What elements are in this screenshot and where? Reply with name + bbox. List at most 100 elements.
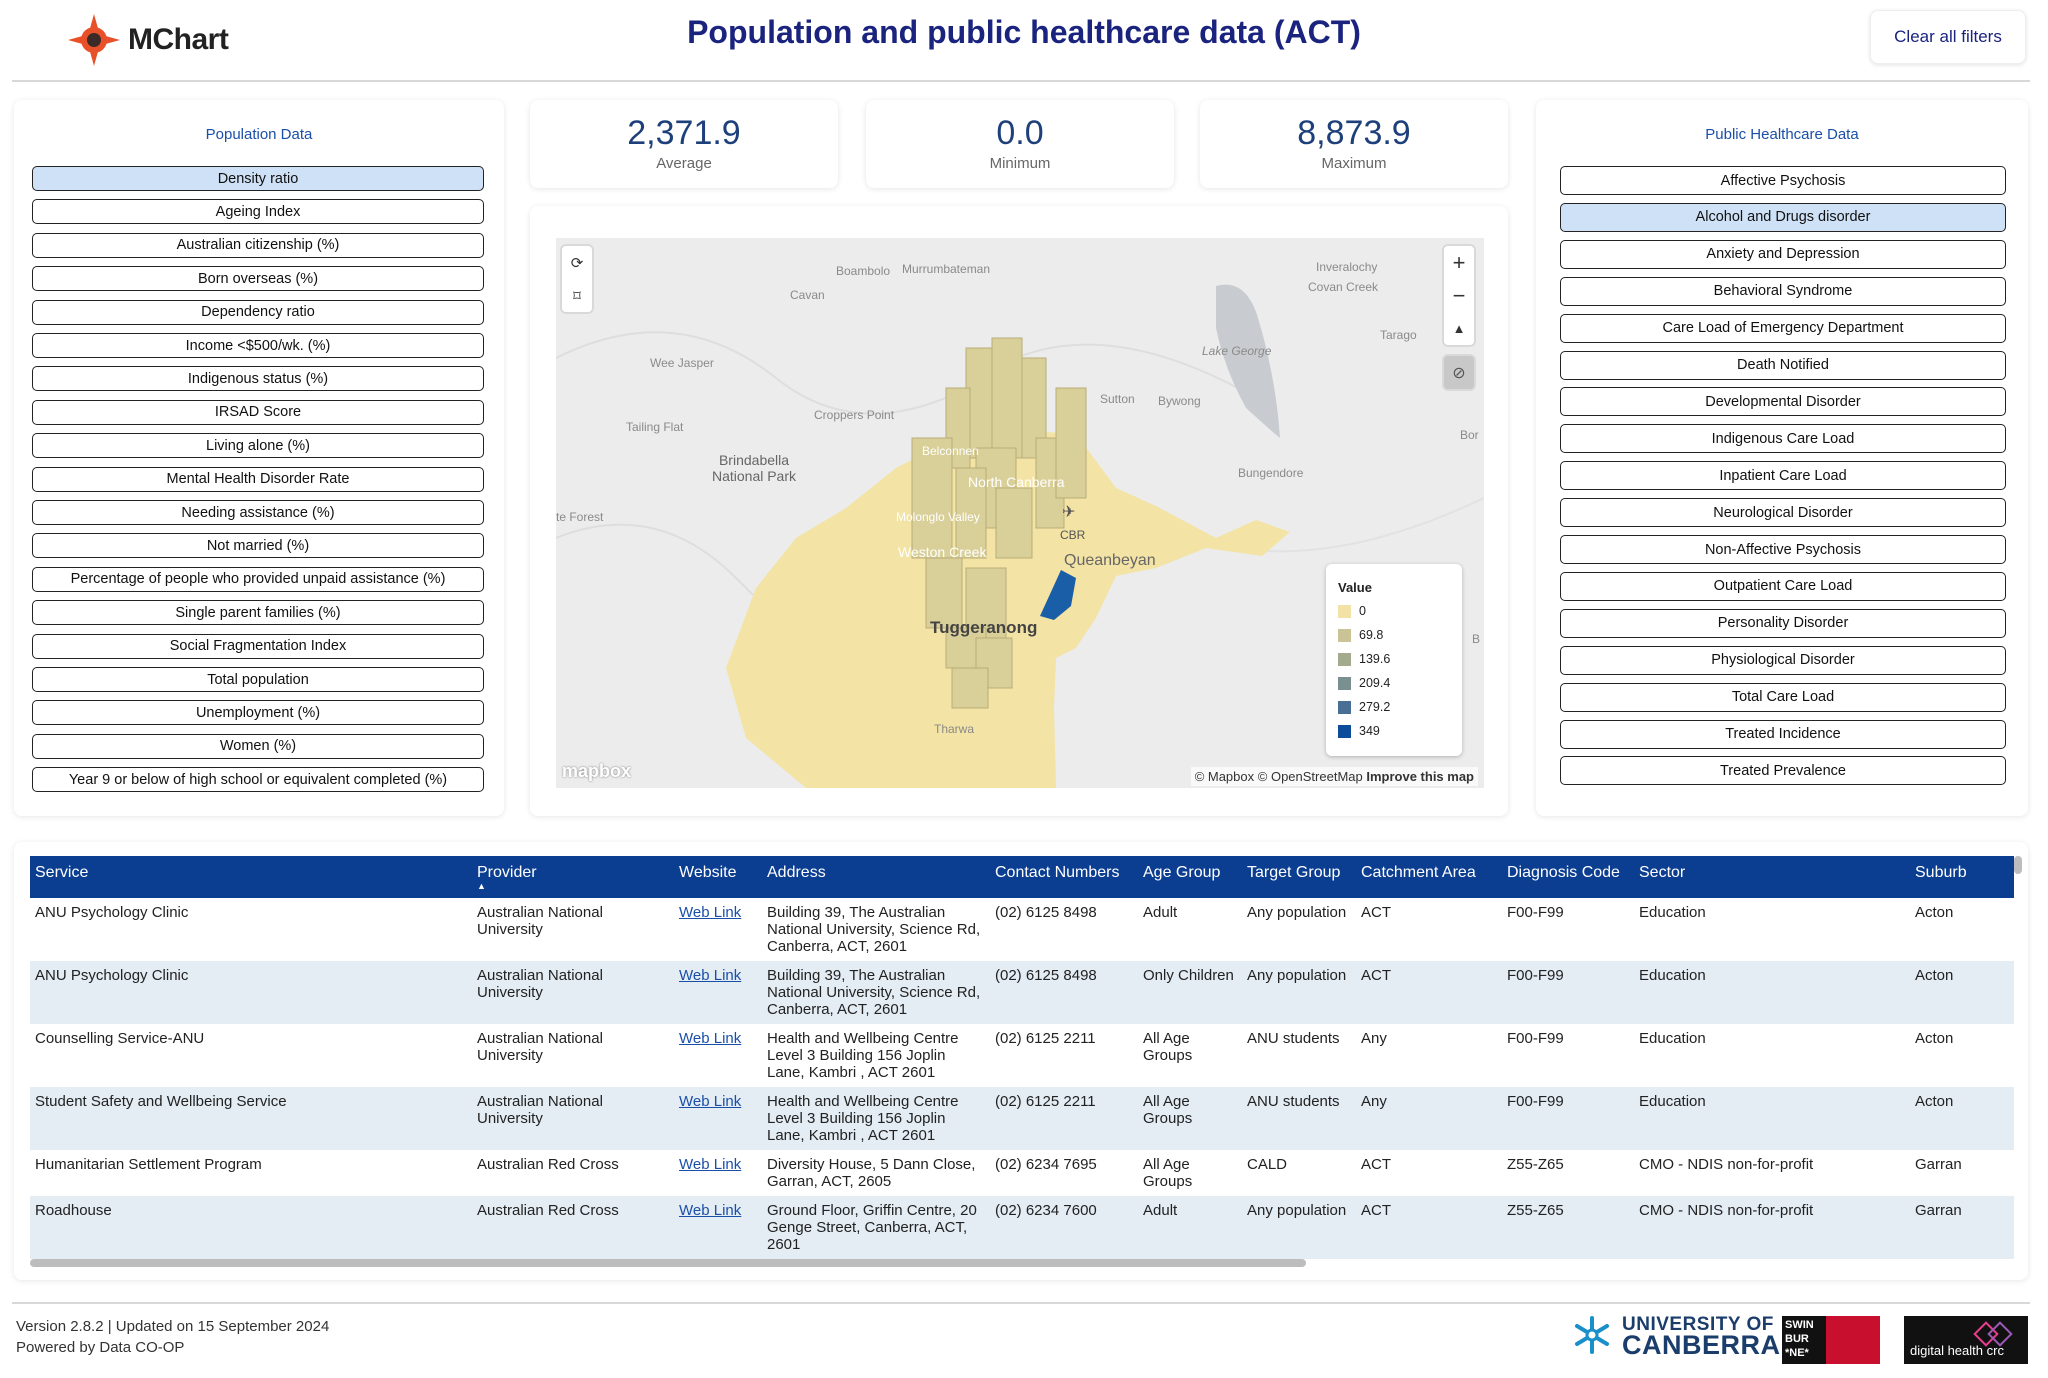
sort-ascending-icon[interactable]: ▲ (477, 881, 486, 891)
healthcare-filter-button[interactable]: Total Care Load (1560, 682, 2006, 712)
column-header[interactable]: Address (762, 856, 990, 898)
population-filter-button[interactable]: Needing assistance (%) (32, 500, 484, 525)
population-filter-button[interactable]: Percentage of people who provided unpaid… (32, 566, 484, 592)
no-tilt-icon[interactable]: ⊘ (1452, 364, 1466, 382)
cell-sector: Education (1639, 1030, 1706, 1047)
web-link[interactable]: Web Link (679, 967, 742, 984)
place-cbr: CBR (1060, 528, 1086, 542)
population-filter-button[interactable]: Born overseas (%) (32, 266, 484, 292)
population-filter-button[interactable]: Mental Health Disorder Rate (32, 466, 484, 492)
column-header[interactable]: Service (30, 856, 472, 898)
cell-website[interactable]: Web Link (674, 1024, 762, 1087)
place-tuggeranong: Tuggeranong (930, 618, 1038, 637)
navigation-controls: + − ▲ (1444, 246, 1474, 345)
improve-map-link[interactable]: Improve this map (1366, 769, 1474, 784)
horizontal-scrollbar[interactable] (30, 1259, 1306, 1267)
table-row[interactable]: Roadhouse Australian Red Cross Web Link Gro… (30, 1196, 2014, 1259)
column-header[interactable]: Sector (1634, 856, 1910, 898)
table-row[interactable]: ANU Psychology Clinic Australian National… (30, 898, 2014, 961)
population-filter-button[interactable]: Indigenous status (%) (32, 366, 484, 392)
population-filter-button[interactable]: Year 9 or below of high school or equiva… (32, 767, 484, 793)
web-link[interactable]: Web Link (679, 904, 742, 921)
cell-website[interactable]: Web Link (674, 1150, 762, 1196)
table-row[interactable]: Humanitarian Settlement Program Australia… (30, 1150, 2014, 1196)
population-filter-button[interactable]: Ageing Index (32, 199, 484, 225)
table-row[interactable]: ANU Psychology Clinic Australian National… (30, 961, 2014, 1024)
map-legend: Value 0 69.8 139.6 209.4 279.2 349 (1326, 564, 1462, 756)
healthcare-filter-button[interactable]: Inpatient Care Load (1560, 461, 2006, 491)
column-header[interactable]: Website (674, 856, 762, 898)
vertical-scrollbar[interactable] (2014, 856, 2022, 874)
table-row[interactable]: Counselling Service-ANU Australian Nation… (30, 1024, 2014, 1087)
zoom-in-icon[interactable]: + (1452, 249, 1466, 275)
cell-website[interactable]: Web Link (674, 898, 762, 961)
population-filter-button[interactable]: Income <$500/wk. (%) (32, 333, 484, 358)
legend-swatch (1338, 700, 1351, 714)
cell-address: Building 39, The Australian National Uni… (767, 904, 981, 955)
column-header[interactable]: Diagnosis Code (1502, 856, 1634, 898)
cell-website[interactable]: Web Link (674, 1196, 762, 1259)
draw-rectangle-icon[interactable]: ⌑ (573, 287, 581, 305)
column-header[interactable]: Target Group (1242, 856, 1356, 898)
cell-website[interactable]: Web Link (674, 961, 762, 1024)
mapbox-logo[interactable]: mapbox (562, 761, 632, 781)
column-header-label: Suburb (1915, 864, 1967, 881)
healthcare-filter-button[interactable]: Treated Prevalence (1560, 756, 2006, 786)
healthcare-filter-button[interactable]: Physiological Disorder (1560, 645, 2006, 675)
column-header[interactable]: Suburb (1910, 856, 2014, 898)
population-filter-button[interactable]: Single parent families (%) (32, 600, 484, 626)
column-header[interactable]: Provider ▲ (472, 856, 674, 898)
population-filter-button[interactable]: Living alone (%) (32, 433, 484, 459)
healthcare-filter-button[interactable]: Personality Disorder (1560, 608, 2006, 638)
cell-target: Any population (1247, 904, 1347, 921)
clear-all-filters-button[interactable]: Clear all filters (1870, 10, 2026, 64)
mchart-logo[interactable]: MChart (66, 10, 229, 70)
column-header[interactable]: Contact Numbers (990, 856, 1138, 898)
web-link[interactable]: Web Link (679, 1202, 742, 1219)
place-b: B (1472, 632, 1481, 646)
population-filter-button[interactable]: IRSAD Score (32, 399, 484, 425)
attribution-mapbox[interactable]: © Mapbox (1194, 769, 1255, 784)
healthcare-filter-button[interactable]: Neurological Disorder (1560, 498, 2006, 528)
cell-website[interactable]: Web Link (674, 1087, 762, 1150)
maximum-card: 8,873.9 Maximum (1200, 100, 1508, 188)
population-filter-button[interactable]: Australian citizenship (%) (32, 232, 484, 258)
draw-polygon-icon[interactable]: ⟳ (570, 254, 584, 272)
population-filter-button[interactable]: Density ratio (32, 166, 484, 191)
healthcare-filter-button[interactable]: Care Load of Emergency Department (1560, 313, 2006, 343)
web-link[interactable]: Web Link (679, 1156, 742, 1173)
column-header-label: Provider (477, 864, 537, 881)
population-filter-button[interactable]: Women (%) (32, 733, 484, 759)
healthcare-filter-button[interactable]: Developmental Disorder (1560, 387, 2006, 417)
healthcare-filter-button[interactable]: Anxiety and Depression (1560, 239, 2006, 269)
web-link[interactable]: Web Link (679, 1093, 742, 1110)
compass-icon[interactable]: ▲ (1452, 321, 1466, 336)
column-header[interactable]: Catchment Area (1356, 856, 1502, 898)
table-row[interactable]: Student Safety and Wellbeing Service Aust… (30, 1087, 2014, 1150)
attribution-osm[interactable]: © OpenStreetMap (1257, 769, 1363, 784)
population-filter-button[interactable]: Social Fragmentation Index (32, 633, 484, 659)
population-filter-button[interactable]: Total population (32, 667, 484, 692)
healthcare-filter-button[interactable]: Alcohol and Drugs disorder (1560, 202, 2006, 232)
table-header-row: Service Provider ▲ Website Address Contact Nu… (30, 856, 2014, 898)
cell-age: Only Children (1138, 961, 1242, 1024)
healthcare-filter-button[interactable]: Indigenous Care Load (1560, 424, 2006, 454)
cell-sector: CMO - NDIS non-for-profit (1639, 1156, 1814, 1173)
place-forest: te Forest (556, 510, 604, 524)
airport-icon: ✈ (1062, 504, 1076, 521)
healthcare-filter-button[interactable]: Non-Affective Psychosis (1560, 535, 2006, 564)
population-filter-button[interactable]: Dependency ratio (32, 299, 484, 325)
cell-suburb: Garran (1915, 1156, 1962, 1173)
map-canvas[interactable]: Boambolo Murrumbateman Cavan Inveralochy… (556, 238, 1484, 788)
healthcare-filter-button[interactable]: Outpatient Care Load (1560, 571, 2006, 601)
population-filter-button[interactable]: Not married (%) (32, 533, 484, 559)
healthcare-filter-button[interactable]: Behavioral Syndrome (1560, 276, 2006, 306)
zoom-out-icon[interactable]: − (1452, 282, 1466, 308)
healthcare-filter-button[interactable]: Treated Incidence (1560, 719, 2006, 749)
healthcare-filter-button[interactable]: Affective Psychosis (1560, 166, 2006, 195)
column-header[interactable]: Age Group (1138, 856, 1242, 898)
healthcare-filter-button[interactable]: Death Notified (1560, 350, 2006, 380)
cell-provider: Australian National University (477, 904, 603, 938)
population-filter-button[interactable]: Unemployment (%) (32, 700, 484, 726)
web-link[interactable]: Web Link (679, 1030, 742, 1047)
